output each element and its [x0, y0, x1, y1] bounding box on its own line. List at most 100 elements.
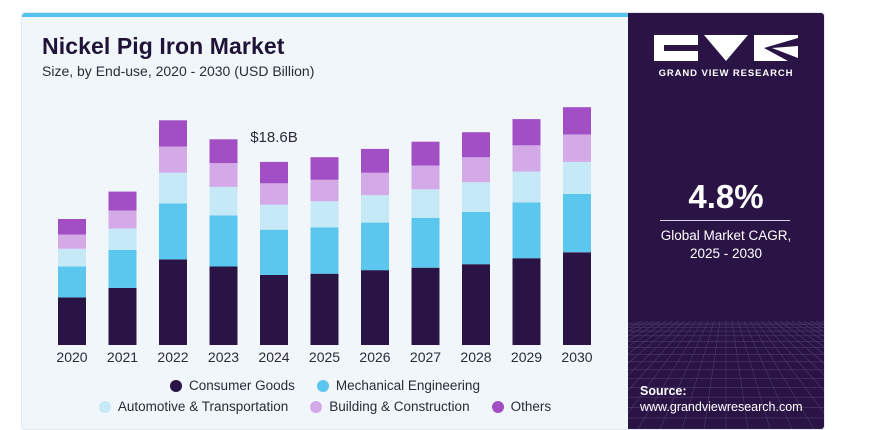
- bar-2021-building-and-construction: [108, 210, 137, 229]
- bar-2020-consumer-goods: [58, 297, 86, 345]
- bar-2020-building-and-construction: [58, 234, 86, 249]
- chart-legend: Consumer Goods Mechanical Engineering Au…: [22, 375, 628, 417]
- bar-2026-automotive-and-transportation: [361, 195, 389, 223]
- legend-label-building-construction: Building & Construction: [329, 399, 470, 414]
- legend-item-mechanical-engineering: Mechanical Engineering: [316, 378, 480, 393]
- legend-swatch-consumer-goods: [170, 379, 183, 392]
- x-tick-label-2029: 2029: [511, 349, 542, 365]
- bar-2020-automotive-and-transportation: [58, 248, 86, 267]
- legend-item-consumer-goods: Consumer Goods: [170, 378, 295, 393]
- bar-2029-automotive-and-transportation: [512, 171, 541, 203]
- legend-label-automotive-transportation: Automotive & Transportation: [117, 399, 289, 414]
- chart-subtitle: Size, by End-use, 2020 - 2030 (USD Billi…: [42, 63, 315, 79]
- bar-2029-mechanical-engineering: [512, 202, 541, 259]
- legend-swatch-building-construction: [310, 400, 323, 413]
- legend-row-2: Automotive & Transportation Building & C…: [22, 396, 628, 417]
- legend-swatch-others: [491, 400, 504, 413]
- x-tick-label-2024: 2024: [258, 349, 289, 365]
- source-note: Source: www.grandviewresearch.com: [640, 383, 803, 415]
- x-tick-label-2021: 2021: [107, 349, 138, 365]
- legend-label-mechanical-engineering: Mechanical Engineering: [335, 378, 480, 393]
- bar-2025-consumer-goods: [310, 273, 339, 345]
- chart-card: Nickel Pig Iron Market Size, by End-use,…: [21, 12, 825, 430]
- bar-2028-building-and-construction: [462, 157, 490, 183]
- cagr-label-line2: 2025 - 2030: [689, 246, 763, 261]
- bar-2022-others: [159, 120, 187, 147]
- x-tick-label-2023: 2023: [208, 349, 239, 365]
- bar-2029-building-and-construction: [512, 145, 541, 172]
- data-label-2024: $18.6B: [250, 129, 298, 146]
- legend-row-1: Consumer Goods Mechanical Engineering: [22, 375, 628, 396]
- chart-title: Nickel Pig Iron Market: [42, 33, 285, 59]
- bar-2022-consumer-goods: [159, 259, 187, 345]
- legend-swatch-automotive-transportation: [98, 400, 111, 413]
- x-tick-label-2020: 2020: [56, 349, 87, 365]
- bar-2030-automotive-and-transportation: [563, 161, 591, 194]
- bar-2021-automotive-and-transportation: [108, 228, 137, 250]
- decorative-grid-pattern: [628, 320, 824, 429]
- x-tick-label-2028: 2028: [460, 349, 491, 365]
- bar-2025-mechanical-engineering: [310, 227, 339, 274]
- bar-2025-automotive-and-transportation: [310, 201, 339, 228]
- bar-2021-others: [108, 191, 137, 211]
- bar-2023-building-and-construction: [209, 163, 238, 187]
- accent-top-line: [22, 13, 628, 17]
- bar-2030-consumer-goods: [563, 252, 591, 345]
- bar-2026-building-and-construction: [361, 172, 389, 196]
- bar-2025-others: [310, 157, 339, 180]
- x-tick-label-2030: 2030: [561, 349, 592, 365]
- bar-2029-others: [512, 119, 541, 146]
- bar-2027-automotive-and-transportation: [411, 189, 440, 218]
- bar-2023-mechanical-engineering: [209, 215, 238, 267]
- bar-2026-mechanical-engineering: [361, 222, 389, 271]
- bar-2026-others: [361, 148, 389, 173]
- bar-2028-others: [462, 132, 490, 158]
- bar-2023-consumer-goods: [209, 266, 238, 345]
- bar-2030-others: [563, 107, 591, 135]
- x-tick-label-2025: 2025: [309, 349, 340, 365]
- legend-swatch-mechanical-engineering: [316, 379, 329, 392]
- x-tick-label-2026: 2026: [359, 349, 390, 365]
- bar-2027-mechanical-engineering: [411, 217, 440, 268]
- bar-2023-others: [209, 139, 238, 164]
- cagr-value: 4.8%: [688, 178, 764, 215]
- bar-chart: 2020 2021 2022 2023 2024 2025 2026 2027 2028 2029…: [56, 107, 593, 365]
- cagr-panel: GRAND VIEW RESEARCH 4.8% Global Market C…: [628, 13, 824, 429]
- bar-2028-automotive-and-transportation: [462, 182, 490, 212]
- bar-2022-automotive-and-transportation: [159, 172, 187, 204]
- cagr-label: Global Market CAGR, 2025 - 2030: [628, 227, 824, 263]
- cagr-divider: [660, 220, 790, 221]
- x-tick-label-2022: 2022: [157, 349, 188, 365]
- bar-2027-others: [411, 141, 440, 166]
- bar-2028-consumer-goods: [462, 264, 490, 345]
- legend-label-others: Others: [510, 399, 552, 414]
- bar-2030-mechanical-engineering: [563, 194, 591, 253]
- bar-2026-consumer-goods: [361, 270, 389, 345]
- bar-2024-automotive-and-transportation: [260, 204, 288, 230]
- bar-2024-others: [260, 161, 288, 184]
- cagr-label-line1: Global Market CAGR,: [660, 228, 792, 243]
- legend-label-consumer-goods: Consumer Goods: [189, 378, 295, 393]
- bar-2030-building-and-construction: [563, 134, 591, 162]
- bar-2029-consumer-goods: [512, 258, 541, 345]
- bar-2020-others: [58, 219, 86, 235]
- bar-2028-mechanical-engineering: [462, 211, 490, 265]
- bar-2022-building-and-construction: [159, 146, 187, 173]
- bar-2024-building-and-construction: [260, 183, 288, 205]
- grand-view-research-logo: [654, 35, 798, 61]
- bar-2027-consumer-goods: [411, 267, 440, 345]
- bar-2021-consumer-goods: [108, 287, 137, 345]
- source-label: Source:: [640, 384, 687, 398]
- legend-item-others: Others: [491, 399, 552, 414]
- bar-2023-automotive-and-transportation: [209, 186, 238, 216]
- x-tick-label-2027: 2027: [410, 349, 441, 365]
- bar-2021-mechanical-engineering: [108, 249, 137, 288]
- bar-2025-building-and-construction: [310, 179, 339, 202]
- source-url[interactable]: www.grandviewresearch.com: [640, 400, 803, 414]
- bar-2027-building-and-construction: [411, 165, 440, 190]
- legend-item-automotive-transportation: Automotive & Transportation: [98, 399, 289, 414]
- bar-2024-consumer-goods: [260, 274, 288, 345]
- bar-2024-mechanical-engineering: [260, 229, 288, 275]
- brand-name: GRAND VIEW RESEARCH: [658, 68, 794, 79]
- bar-2022-mechanical-engineering: [159, 203, 187, 260]
